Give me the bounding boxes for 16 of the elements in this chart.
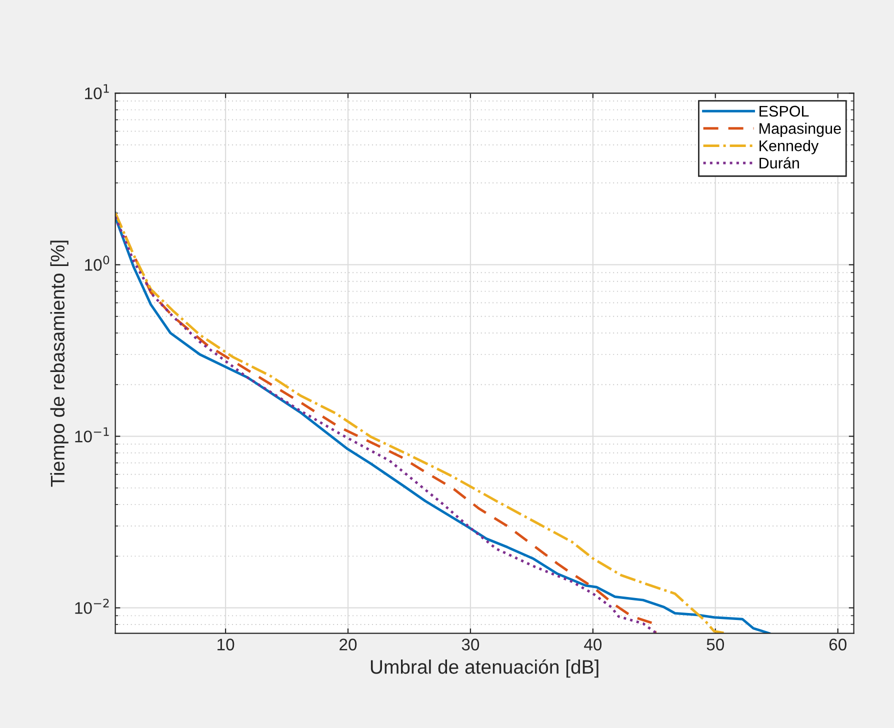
x-tick-label: 50 <box>706 638 724 650</box>
x-axis-title: Umbral de atenuación [dB] <box>370 659 598 678</box>
legend-label: Kennedy <box>760 140 819 154</box>
x-tick-label: 30 <box>462 638 480 650</box>
y-tick-label: 10$^{1}$ <box>85 84 109 100</box>
y-tick-label: 10$^{0}$ <box>85 256 110 271</box>
x-tick-label: 10 <box>218 638 234 650</box>
legend-label: Mapasingue <box>760 122 841 137</box>
y-axis-title: Tiempo de rebasamiento [%] <box>50 240 68 487</box>
legend-label: Durán <box>760 157 799 169</box>
y-tick-label: 10$^{−2}$ <box>75 598 109 614</box>
legend-label: ESPOL <box>760 106 809 117</box>
x-tick-label: 60 <box>829 638 846 650</box>
x-tick-label: 20 <box>340 638 357 650</box>
x-tick-label: 40 <box>584 638 602 650</box>
y-tick-label: 10$^{−1}$ <box>75 427 109 442</box>
